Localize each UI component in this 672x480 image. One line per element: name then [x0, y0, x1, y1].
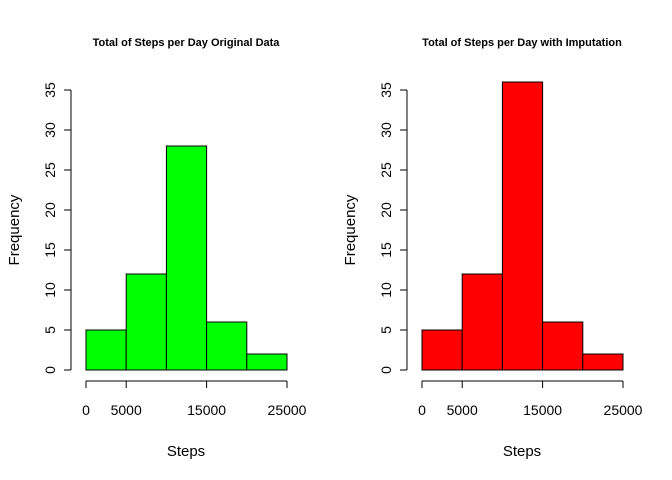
y-tick-label: 5 [42, 326, 58, 334]
bars [85, 145, 288, 371]
histogram-bar [165, 145, 208, 371]
x-tick-label: 15000 [523, 402, 562, 418]
bars [421, 81, 624, 371]
y-tick-label: 15 [42, 242, 58, 258]
y-tick-label: 10 [378, 282, 394, 298]
histogram-bar [85, 329, 127, 371]
x-axis: 0 5000 15000 25000 [418, 380, 643, 418]
x-tick-label: 25000 [604, 402, 643, 418]
y-axis: 0 5 10 15 20 25 30 35 [378, 82, 408, 374]
y-tick-label: 0 [378, 366, 394, 374]
x-tick-label: 15000 [187, 402, 226, 418]
histogram-original-data: Total of Steps per Day Original Data Ste… [6, 37, 307, 460]
y-tick-label: 10 [42, 282, 58, 298]
histogram-bar [501, 81, 544, 371]
x-tick-label: 0 [418, 402, 426, 418]
y-tick-label: 20 [378, 202, 394, 218]
y-tick-label: 5 [378, 326, 394, 334]
histogram-bar [206, 321, 248, 371]
histogram-bar [542, 321, 584, 371]
x-axis-label: Steps [503, 443, 541, 460]
x-tick-label: 5000 [111, 402, 142, 418]
histogram-bar [461, 273, 503, 371]
histogram-bar [582, 353, 624, 371]
histogram-with-imputation: Total of Steps per Day with Imputation S… [342, 37, 643, 460]
y-tick-label: 0 [42, 366, 58, 374]
x-tick-label: 25000 [268, 402, 307, 418]
y-axis-label: Frequency [6, 194, 23, 265]
x-tick-label: 5000 [447, 402, 478, 418]
histogram-bar [421, 329, 463, 371]
y-tick-label: 20 [42, 202, 58, 218]
y-axis: 0 5 10 15 20 25 30 35 [42, 82, 72, 374]
y-tick-label: 25 [42, 162, 58, 178]
y-tick-label: 30 [42, 122, 58, 138]
x-axis: 0 5000 15000 25000 [82, 380, 307, 418]
y-tick-label: 30 [378, 122, 394, 138]
y-tick-label: 35 [42, 82, 58, 98]
chart-title: Total of Steps per Day with Imputation [422, 37, 622, 49]
y-tick-label: 15 [378, 242, 394, 258]
y-axis-label: Frequency [342, 194, 359, 265]
x-axis-label: Steps [167, 443, 205, 460]
chart-title: Total of Steps per Day Original Data [93, 37, 281, 49]
y-tick-label: 35 [378, 82, 394, 98]
x-tick-label: 0 [82, 402, 90, 418]
histogram-bar [125, 273, 167, 371]
y-tick-label: 25 [378, 162, 394, 178]
histogram-bar [246, 353, 288, 371]
